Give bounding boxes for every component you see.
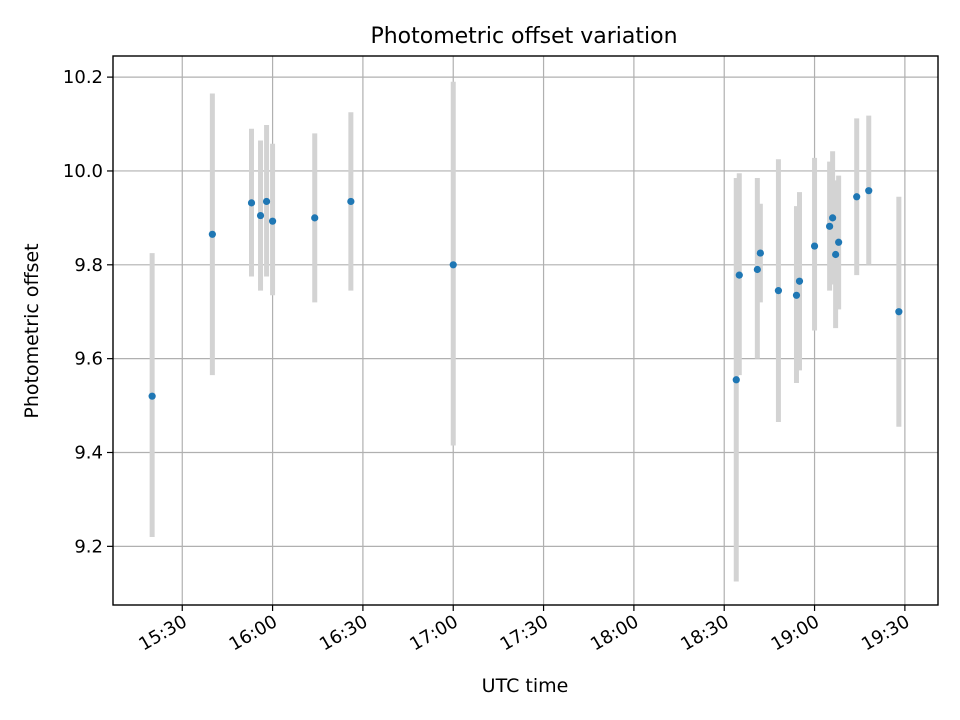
plot-frame <box>112 55 939 606</box>
data-point <box>208 230 216 238</box>
data-point <box>835 238 843 246</box>
x-tick-label: 16:00 <box>226 611 281 655</box>
y-tick-label: 9.4 <box>74 443 103 464</box>
data-point <box>756 249 764 257</box>
y-tick-label: 10.2 <box>63 67 103 88</box>
x-tick-label: 17:00 <box>406 611 461 655</box>
x-tick-label: 18:30 <box>677 611 732 655</box>
data-point <box>311 214 319 222</box>
error-bars <box>149 81 902 582</box>
data-point <box>774 287 783 295</box>
data-point <box>853 193 861 201</box>
x-tick-label: 19:00 <box>768 611 823 655</box>
data-point <box>735 271 743 279</box>
chart-title: Photometric offset variation <box>370 24 677 49</box>
data-point <box>895 308 903 316</box>
data-point <box>753 265 761 274</box>
x-axis-label: UTC time <box>482 675 569 697</box>
data-point <box>826 222 834 230</box>
data-point <box>810 242 819 250</box>
data-point <box>792 291 801 299</box>
y-tick-label: 10.0 <box>63 161 103 182</box>
y-axis-label: Photometric offset <box>21 243 43 418</box>
x-tick-label: 19:30 <box>858 611 913 655</box>
data-point <box>832 250 840 259</box>
data-point <box>347 197 355 206</box>
x-tick-label: 16:30 <box>316 611 371 655</box>
data-point <box>795 277 804 285</box>
x-tick-label: 15:30 <box>135 611 190 655</box>
data-point <box>829 214 837 222</box>
data-point <box>268 217 277 225</box>
y-tick-label: 9.2 <box>74 536 103 557</box>
x-tick-label: 18:00 <box>587 611 642 655</box>
y-tick-label: 9.6 <box>74 349 103 370</box>
data-point <box>865 187 873 195</box>
x-tick-label: 17:30 <box>497 611 552 655</box>
data-point <box>732 376 740 384</box>
data-point <box>247 199 256 207</box>
data-points <box>148 187 903 400</box>
data-point <box>262 197 271 206</box>
y-axis-ticks: 9.2 9.4 9.6 9.8 10.0 10.2 <box>63 67 113 557</box>
y-tick-label: 9.8 <box>74 255 103 276</box>
data-point <box>256 211 265 220</box>
data-point <box>148 392 156 400</box>
data-point <box>449 261 457 269</box>
x-axis-ticks: 15:30 16:00 16:30 17:00 17:30 18:00 18:30 19:00… <box>135 605 913 655</box>
